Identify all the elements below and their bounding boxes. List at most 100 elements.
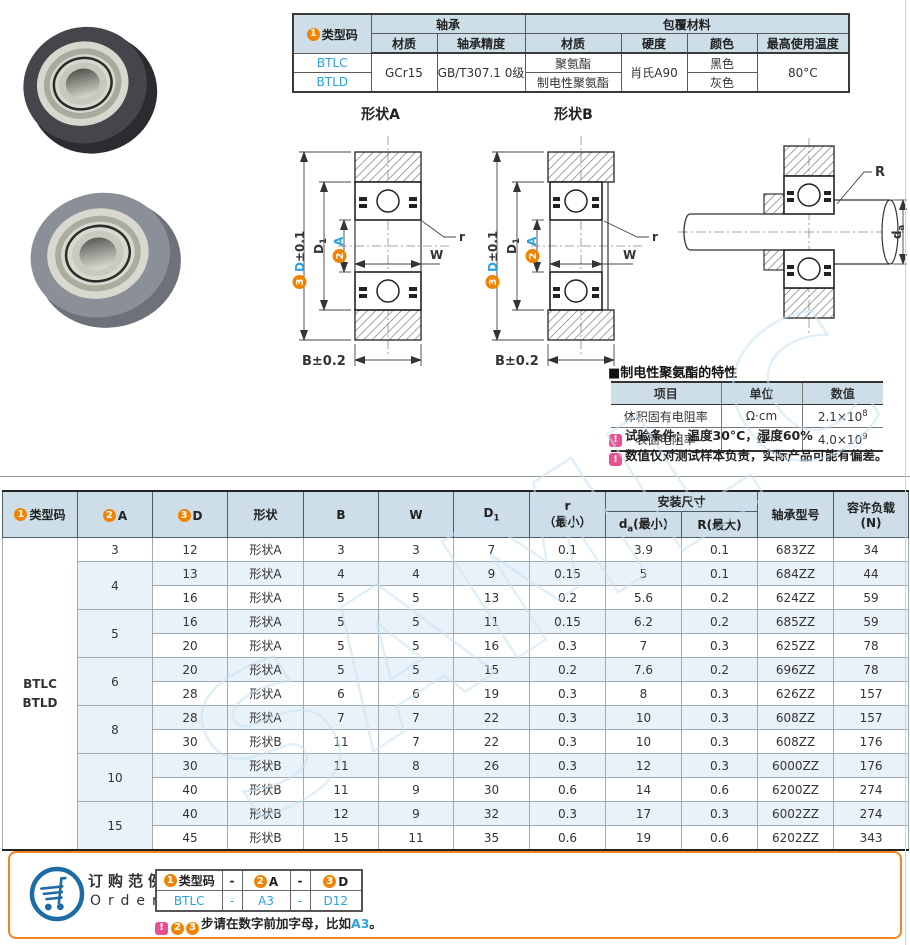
shape-cell: 形状B bbox=[227, 825, 304, 851]
r-value-cell: 0.3 bbox=[529, 729, 606, 754]
d-value-cell: 40 bbox=[152, 777, 228, 802]
dim-w-label: W bbox=[430, 248, 443, 262]
d-value-cell: 30 bbox=[152, 729, 228, 754]
R-value-cell: 0.2 bbox=[680, 657, 759, 682]
a-value-cell: 6 bbox=[77, 657, 153, 706]
max-temp-cell: 80°C bbox=[756, 52, 850, 93]
R-value-cell: 0.1 bbox=[680, 537, 759, 562]
svg-text:A: A bbox=[332, 236, 346, 246]
R-value-cell: 0.6 bbox=[680, 777, 759, 802]
shape-a-title: 形状A bbox=[361, 107, 400, 123]
da-value-cell: 7 bbox=[605, 633, 682, 658]
prop-header-item: 项目 bbox=[611, 382, 721, 405]
b-value-cell: 3 bbox=[303, 537, 379, 562]
dim-R-label: R bbox=[875, 165, 885, 180]
da-value-cell: 10 bbox=[605, 729, 682, 754]
dim-b-label: B±0.2 bbox=[302, 354, 346, 369]
w-value-cell: 5 bbox=[378, 609, 454, 634]
d-value-cell: 16 bbox=[152, 585, 228, 610]
w-value-cell: 5 bbox=[378, 633, 454, 658]
b-value-cell: 5 bbox=[303, 657, 379, 682]
property-table: 项目 单位 数值 体积固有电阻率 Ω·cm 2.1×108 表面电阻率 Ω 4.… bbox=[611, 381, 883, 452]
b-value-cell: 5 bbox=[303, 585, 379, 610]
load-value-cell: 176 bbox=[833, 729, 910, 754]
load-value-cell: 157 bbox=[833, 705, 910, 730]
w-value-cell: 9 bbox=[378, 777, 454, 802]
load-value-cell: 34 bbox=[833, 537, 910, 562]
note-exclaim-icon: ! bbox=[609, 433, 622, 447]
d1-value-cell: 11 bbox=[453, 609, 530, 634]
load-value-cell: 176 bbox=[833, 753, 910, 778]
header-color: 颜色 bbox=[686, 33, 758, 54]
r-value-cell: 0.3 bbox=[529, 705, 606, 730]
d1-value-cell: 32 bbox=[453, 801, 530, 826]
dim-a-label: 2 A bbox=[525, 236, 540, 263]
dim-w-label: W bbox=[623, 248, 636, 262]
header-hardness: 硬度 bbox=[620, 33, 688, 54]
b-value-cell: 11 bbox=[303, 753, 379, 778]
badge-3-icon: 3 bbox=[177, 509, 191, 522]
a-value-cell: 3 bbox=[77, 537, 153, 562]
order-title-cn: 订购范例 bbox=[88, 872, 169, 890]
d1-value-cell: 15 bbox=[453, 657, 530, 682]
order-note: ! 2 3 步请在数字前加字母，比如A3。 bbox=[155, 913, 382, 935]
d1-value-cell: 22 bbox=[453, 729, 530, 754]
load-value-cell: 59 bbox=[833, 585, 910, 610]
shape-cell: 形状A bbox=[227, 561, 304, 586]
d-value-cell: 28 bbox=[152, 705, 228, 730]
b-value-cell: 12 bbox=[303, 801, 379, 826]
bearing-model-cell: 6200ZZ bbox=[757, 777, 835, 802]
shape-a-diagram: 3 D±0.1 D1 2 A W r B±0.2 bbox=[292, 136, 465, 369]
type-code-header: 1 类型码 bbox=[292, 13, 372, 54]
w-value-cell: 4 bbox=[378, 561, 454, 586]
order-title-en: Order bbox=[90, 893, 165, 909]
d1-value-cell: 19 bbox=[453, 681, 530, 706]
svg-text:da: da bbox=[890, 225, 907, 240]
b-value-cell: 7 bbox=[303, 705, 379, 730]
spec-header-type-code: 1 类型码 bbox=[2, 490, 78, 538]
b-value-cell: 6 bbox=[303, 681, 379, 706]
product-photo-gray bbox=[30, 192, 181, 328]
r-value-cell: 0.3 bbox=[529, 633, 606, 658]
spec-header-R: R(最大) bbox=[680, 511, 759, 538]
b-value-cell: 11 bbox=[303, 777, 379, 802]
coating2-cell: 制电性聚氨酯 bbox=[524, 72, 622, 93]
bearing-model-cell: 626ZZ bbox=[757, 681, 835, 706]
shape-cell: 形状A bbox=[227, 705, 304, 730]
d1-value-cell: 26 bbox=[453, 753, 530, 778]
shape-cell: 形状B bbox=[227, 729, 304, 754]
dim-d-label: 3 D±0.1 bbox=[292, 231, 307, 289]
page-edge-rule bbox=[905, 0, 906, 945]
header-max-temp: 最高使用温度 bbox=[756, 33, 850, 54]
prop-item-cell: 表面电阻率 bbox=[611, 427, 721, 451]
color2-cell: 灰色 bbox=[686, 72, 758, 93]
spec-header-r: r （最小） bbox=[529, 490, 606, 538]
order-dash: - bbox=[221, 890, 243, 912]
d-value-cell: 40 bbox=[152, 801, 228, 826]
bearing-model-cell: 608ZZ bbox=[757, 729, 835, 754]
spec-summary-table: 1 类型码 轴承 包覆材料 材质 轴承精度 材质 硬度 颜色 最高使用温度 BTL… bbox=[292, 13, 851, 93]
a-value-cell: 15 bbox=[77, 801, 153, 851]
d-value-cell: 20 bbox=[152, 657, 228, 682]
property-notes: ! 试验条件：温度30°C，湿度60% ! 数值仅对测试样本负责，实际产品可能有偏差… bbox=[609, 427, 888, 466]
product-photo-black bbox=[23, 26, 158, 154]
da-value-cell: 10 bbox=[605, 705, 682, 730]
r-value-cell: 0.3 bbox=[529, 681, 606, 706]
badge-3-icon: 3 bbox=[323, 875, 337, 888]
w-value-cell: 7 bbox=[378, 729, 454, 754]
bearing-material-cell: GCr15 bbox=[370, 52, 438, 93]
prop-header-unit: 单位 bbox=[720, 382, 802, 405]
shape-cell: 形状A bbox=[227, 657, 304, 682]
shape-b-title: 形状B bbox=[554, 107, 593, 123]
dim-r-label: r bbox=[459, 230, 465, 244]
w-value-cell: 5 bbox=[378, 585, 454, 610]
da-value-cell: 12 bbox=[605, 753, 682, 778]
d1-value-cell: 13 bbox=[453, 585, 530, 610]
load-value-cell: 157 bbox=[833, 681, 910, 706]
load-value-cell: 343 bbox=[833, 825, 910, 851]
order-dash: - bbox=[289, 869, 311, 891]
prop-header-value: 数值 bbox=[801, 382, 883, 405]
